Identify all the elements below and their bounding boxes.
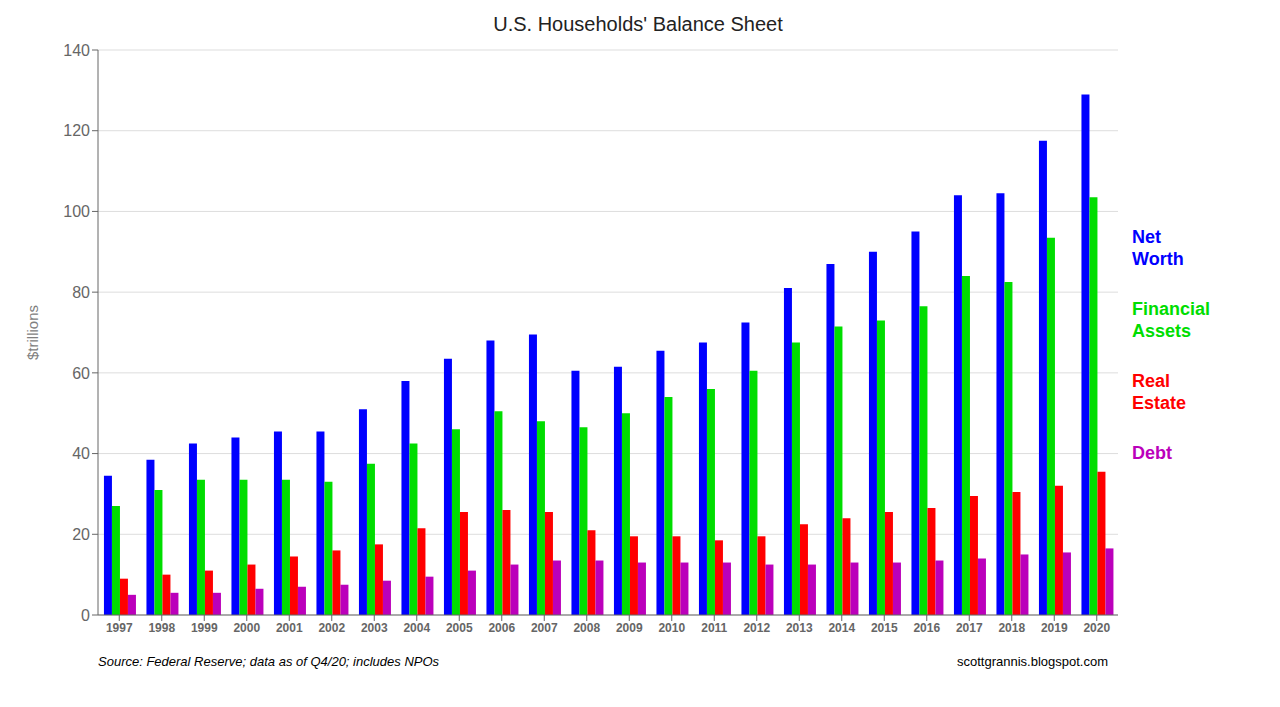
svg-text:2009: 2009 — [616, 621, 643, 635]
svg-text:60: 60 — [72, 365, 90, 382]
svg-text:40: 40 — [72, 445, 90, 462]
svg-text:2016: 2016 — [913, 621, 940, 635]
svg-text:2008: 2008 — [573, 621, 600, 635]
svg-text:2002: 2002 — [318, 621, 345, 635]
svg-text:2017: 2017 — [956, 621, 983, 635]
svg-text:1997: 1997 — [106, 621, 133, 635]
svg-text:2018: 2018 — [998, 621, 1025, 635]
svg-text:2020: 2020 — [1083, 621, 1110, 635]
html-text:Debt: Debt — [1132, 443, 1172, 463]
html-text:Source: Federal Reserve; data: Source: Federal Reserve; data as of Q4/2… — [98, 654, 440, 669]
svg-text:2019: 2019 — [1041, 621, 1068, 635]
html-text:scottgrannis.blogspot.com: scottgrannis.blogspot.com — [957, 654, 1108, 669]
svg-text:$trillions: $trillions — [24, 305, 41, 360]
svg-text:120: 120 — [63, 122, 90, 139]
svg-text:1999: 1999 — [191, 621, 218, 635]
svg-text:2012: 2012 — [743, 621, 770, 635]
html-text:Assets: Assets — [1132, 321, 1191, 341]
svg-text:20: 20 — [72, 526, 90, 543]
html-text:Estate: Estate — [1132, 393, 1186, 413]
svg-text:2004: 2004 — [403, 621, 430, 635]
svg-text:100: 100 — [63, 203, 90, 220]
html-text:Real: Real — [1132, 371, 1170, 391]
html-text:U.S. Households' Balance Sheet: U.S. Households' Balance Sheet — [493, 13, 783, 35]
svg-text:2006: 2006 — [488, 621, 515, 635]
html-text:Financial: Financial — [1132, 299, 1210, 319]
svg-text:2014: 2014 — [828, 621, 855, 635]
svg-text:1998: 1998 — [148, 621, 175, 635]
svg-text:2010: 2010 — [658, 621, 685, 635]
svg-text:2015: 2015 — [871, 621, 898, 635]
html-text:Net: Net — [1132, 227, 1161, 247]
svg-text:2007: 2007 — [531, 621, 558, 635]
svg-text:140: 140 — [63, 42, 90, 59]
svg-text:2001: 2001 — [276, 621, 303, 635]
svg-text:2013: 2013 — [786, 621, 813, 635]
svg-text:0: 0 — [81, 607, 90, 624]
svg-text:2000: 2000 — [233, 621, 260, 635]
html-text:Worth: Worth — [1132, 249, 1184, 269]
svg-text:2005: 2005 — [446, 621, 473, 635]
svg-text:2003: 2003 — [361, 621, 388, 635]
svg-text:2011: 2011 — [701, 621, 727, 635]
svg-text:80: 80 — [72, 284, 90, 301]
